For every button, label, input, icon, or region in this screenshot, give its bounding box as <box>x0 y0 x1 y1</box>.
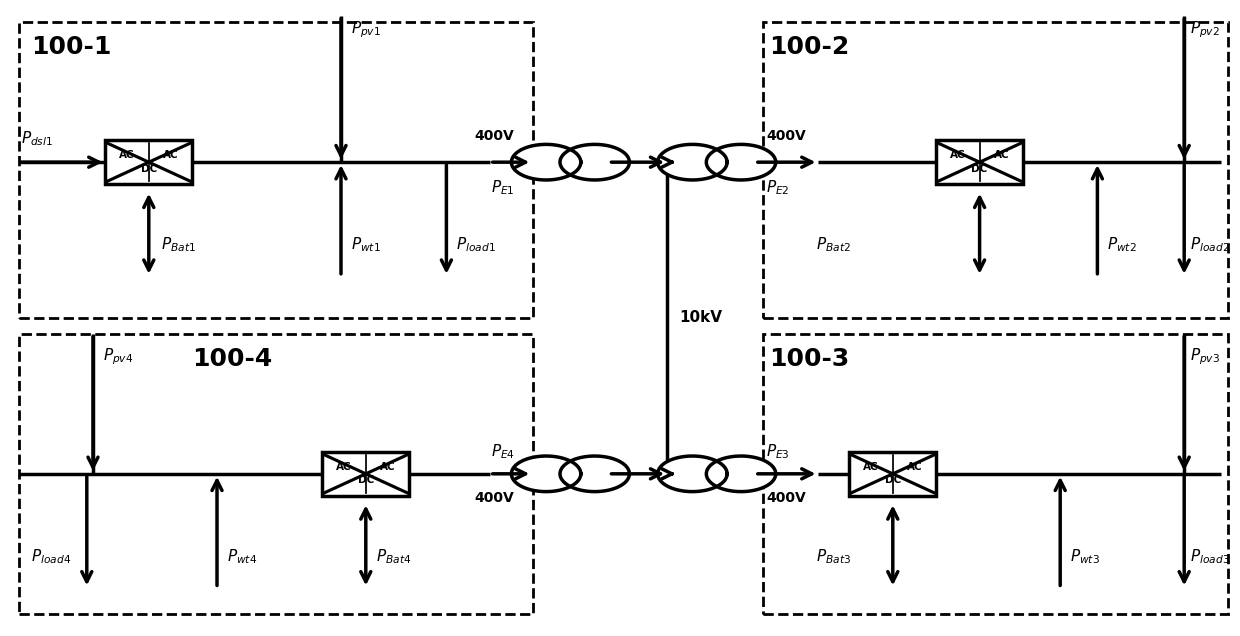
Text: $P_{pv4}$: $P_{pv4}$ <box>103 347 134 367</box>
Text: 100-2: 100-2 <box>769 35 849 59</box>
Text: $P_{wt1}$: $P_{wt1}$ <box>351 235 381 254</box>
Text: DC: DC <box>140 164 157 174</box>
Text: DC: DC <box>357 476 374 485</box>
Text: $P_{E4}$: $P_{E4}$ <box>491 443 515 461</box>
Polygon shape <box>707 144 776 180</box>
Bar <box>322 452 409 496</box>
Polygon shape <box>511 456 580 492</box>
Text: $P_{Bat1}$: $P_{Bat1}$ <box>161 235 196 254</box>
Text: $P_{load4}$: $P_{load4}$ <box>31 547 71 565</box>
Text: $P_{pv1}$: $P_{pv1}$ <box>351 19 381 39</box>
Text: $P_{E1}$: $P_{E1}$ <box>491 178 515 197</box>
Text: 100-3: 100-3 <box>769 347 849 371</box>
Text: $P_{E2}$: $P_{E2}$ <box>766 178 790 197</box>
Text: DC: DC <box>884 476 901 485</box>
Text: $P_{wt2}$: $P_{wt2}$ <box>1107 235 1137 254</box>
Text: $P_{pv2}$: $P_{pv2}$ <box>1190 19 1220 39</box>
Text: AC: AC <box>162 150 179 160</box>
Bar <box>849 452 936 496</box>
Bar <box>105 140 192 184</box>
Polygon shape <box>560 456 630 492</box>
Text: $P_{wt4}$: $P_{wt4}$ <box>227 547 257 565</box>
Text: AC: AC <box>950 150 966 160</box>
Text: AC: AC <box>379 462 396 472</box>
Text: AC: AC <box>993 150 1009 160</box>
Text: $P_{E3}$: $P_{E3}$ <box>766 443 790 461</box>
Text: $P_{load1}$: $P_{load1}$ <box>456 235 496 254</box>
Text: $P_{Bat2}$: $P_{Bat2}$ <box>816 235 851 254</box>
Text: 100-1: 100-1 <box>31 35 112 59</box>
Polygon shape <box>560 144 630 180</box>
Text: 400V: 400V <box>475 129 515 143</box>
Text: 10kV: 10kV <box>680 310 723 326</box>
Text: $P_{pv3}$: $P_{pv3}$ <box>1190 347 1220 367</box>
Text: $P_{dsl1}$: $P_{dsl1}$ <box>21 129 53 148</box>
Polygon shape <box>657 456 727 492</box>
Text: 400V: 400V <box>475 491 515 505</box>
Polygon shape <box>511 144 580 180</box>
Text: AC: AC <box>336 462 352 472</box>
Text: $P_{load3}$: $P_{load3}$ <box>1190 547 1230 565</box>
Text: AC: AC <box>119 150 135 160</box>
Text: 400V: 400V <box>766 129 806 143</box>
Text: 100-4: 100-4 <box>192 347 273 371</box>
Text: $P_{load2}$: $P_{load2}$ <box>1190 235 1230 254</box>
Text: 400V: 400V <box>766 491 806 505</box>
Text: AC: AC <box>906 462 923 472</box>
Polygon shape <box>707 456 776 492</box>
Text: $P_{wt3}$: $P_{wt3}$ <box>1070 547 1100 565</box>
Text: $P_{Bat3}$: $P_{Bat3}$ <box>816 547 851 565</box>
Polygon shape <box>657 144 727 180</box>
Text: AC: AC <box>863 462 879 472</box>
Bar <box>936 140 1023 184</box>
Text: $P_{Bat4}$: $P_{Bat4}$ <box>376 547 412 565</box>
Text: DC: DC <box>971 164 988 174</box>
